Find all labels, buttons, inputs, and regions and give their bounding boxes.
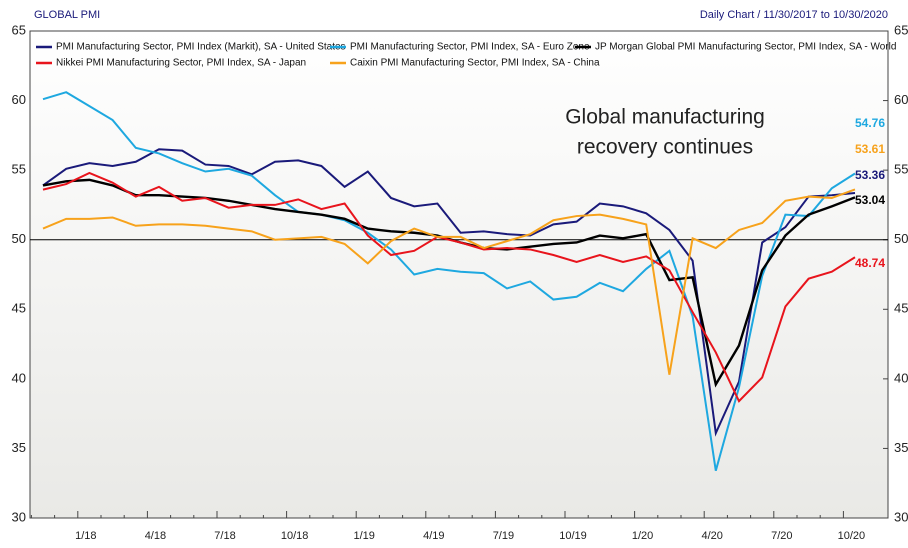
end-value-label: 54.76 bbox=[855, 116, 885, 130]
series-line bbox=[42, 91, 856, 471]
annotation: Global manufacturing bbox=[565, 106, 765, 129]
end-value-label: 53.04 bbox=[855, 193, 885, 207]
y-tick-label: 35 bbox=[12, 440, 26, 455]
x-tick-label: 4/20 bbox=[701, 530, 722, 542]
y-tick-label: 60 bbox=[12, 92, 26, 107]
y-tick-label: 65 bbox=[12, 22, 26, 37]
x-tick-label: 1/19 bbox=[353, 530, 374, 542]
x-tick-label: 4/19 bbox=[423, 530, 444, 542]
x-tick-label: 7/20 bbox=[771, 530, 792, 542]
y2-tick-label: 65 bbox=[894, 22, 908, 37]
end-value-label: 53.61 bbox=[855, 142, 885, 156]
y2-tick-label: 35 bbox=[894, 440, 908, 455]
x-tick-label: 1/18 bbox=[75, 530, 96, 542]
x-tick-label: 7/18 bbox=[214, 530, 235, 542]
y2-tick-label: 45 bbox=[894, 301, 908, 316]
y-tick-label: 30 bbox=[12, 509, 26, 524]
legend-label: Caixin PMI Manufacturing Sector, PMI Ind… bbox=[350, 58, 600, 69]
x-tick-label: 10/19 bbox=[559, 530, 587, 542]
legend-label: Nikkei PMI Manufacturing Sector, PMI Ind… bbox=[56, 58, 306, 69]
legend-label: PMI Manufacturing Sector, PMI Index (Mar… bbox=[56, 42, 346, 53]
x-tick-label: 4/18 bbox=[145, 530, 166, 542]
x-tick-label: 10/18 bbox=[281, 530, 309, 542]
annotation: recovery continues bbox=[577, 136, 753, 159]
plot-area bbox=[29, 30, 889, 519]
y-tick-label: 40 bbox=[12, 370, 26, 385]
end-value-label: 53.36 bbox=[855, 168, 885, 182]
series-line bbox=[42, 188, 856, 375]
legend-label: PMI Manufacturing Sector, PMI Index, SA … bbox=[350, 42, 590, 53]
end-value-label: 48.74 bbox=[855, 256, 885, 270]
y-tick-label: 50 bbox=[12, 231, 26, 246]
y-tick-label: 45 bbox=[12, 301, 26, 316]
y-tick-label: 55 bbox=[12, 162, 26, 177]
y2-tick-label: 40 bbox=[894, 370, 908, 385]
legend-label: JP Morgan Global PMI Manufacturing Secto… bbox=[595, 42, 896, 53]
chart-subtitle: Daily Chart / 11/30/2017 to 10/30/2020 bbox=[700, 9, 888, 21]
x-tick-label: 7/19 bbox=[493, 530, 514, 542]
x-tick-label: 1/20 bbox=[632, 530, 653, 542]
series-line bbox=[42, 148, 856, 437]
y2-tick-label: 60 bbox=[894, 92, 908, 107]
series-line bbox=[42, 171, 856, 403]
y2-tick-label: 50 bbox=[894, 231, 908, 246]
y2-tick-label: 55 bbox=[894, 162, 908, 177]
y2-tick-label: 30 bbox=[894, 509, 908, 524]
x-tick-label: 10/20 bbox=[838, 530, 866, 542]
chart-title: GLOBAL PMI bbox=[34, 9, 100, 21]
